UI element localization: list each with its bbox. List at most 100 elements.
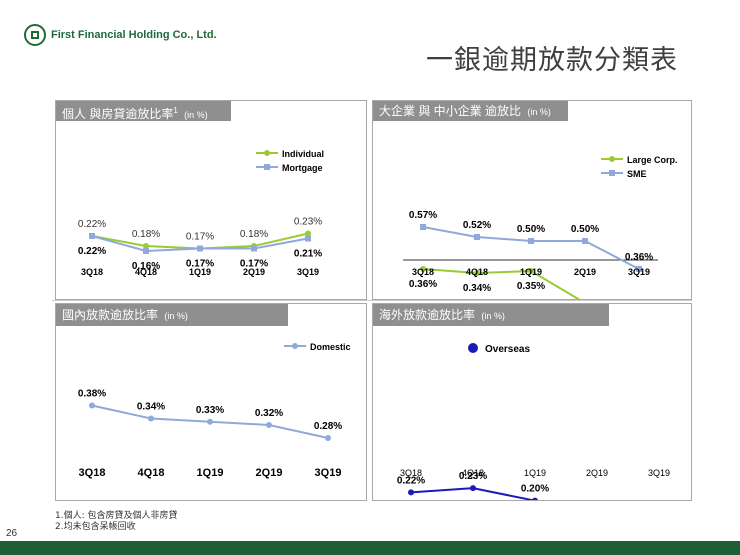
legend-marker-individual: [264, 150, 270, 156]
data-label: 0.33%: [196, 405, 224, 416]
data-label: 0.18%: [240, 229, 268, 240]
data-label: 0.36%: [625, 252, 653, 263]
data-label: 0.18%: [132, 229, 160, 240]
data-label: 0.22%: [78, 246, 106, 257]
data-point: [143, 248, 149, 254]
data-label: 0.34%: [463, 283, 491, 294]
panel-title: 國內放款逾放比率 (in %): [56, 304, 288, 326]
panel-title: 海外放款逾放比率 (in %): [373, 304, 609, 326]
chart-domestic: Domestic 0.38% 0.34% 0.33% 0.32% 0.28% 3Q18 4Q1…: [78, 342, 351, 479]
data-label: 0.22%: [397, 475, 425, 486]
panel-title-text: 大企業 與 中小企業 逾放比: [379, 104, 522, 118]
data-label: 0.57%: [409, 210, 437, 221]
panel-title: 個人 與房貸逾放比率1 (in %): [56, 101, 231, 121]
chart-overseas: Overseas0.22%0.23%0.20%0.14%0.16%3Q184Q1…: [397, 343, 670, 500]
data-label: 0.28%: [314, 421, 342, 432]
panel-title-text: 個人 與房貸逾放比率: [62, 107, 174, 121]
data-label: 0.32%: [255, 408, 283, 419]
data-label: 0.20%: [521, 484, 549, 495]
data-point: [528, 238, 534, 244]
x-tick-label: 4Q18: [466, 267, 488, 277]
data-label: 0.35%: [517, 281, 545, 292]
data-label: 0.21%: [294, 249, 322, 260]
data-label: 0.36%: [409, 279, 437, 290]
data-label: 0.52%: [463, 220, 491, 231]
data-point: [89, 402, 95, 409]
x-tick-label: 4Q18: [138, 467, 165, 479]
data-label: 0.50%: [571, 224, 599, 235]
data-point: [470, 485, 476, 492]
data-point: [528, 268, 534, 274]
data-label: 0.17%: [240, 259, 268, 270]
legend-marker-domestic: [292, 343, 298, 349]
x-tick-label: 3Q18: [412, 267, 434, 277]
footnote-2: 2.均未包含呆帳回收: [55, 522, 136, 532]
footnote-1: 1.個人: 包含房貸及個人非房貸: [55, 511, 178, 521]
logo-text: First Financial Holding Co., Ltd.: [51, 29, 217, 41]
x-tick-label: 3Q19: [315, 467, 342, 479]
x-tick-label: 1Q19: [197, 467, 224, 479]
panel-title-unit: (in %): [164, 311, 188, 321]
data-label: 0.34%: [137, 402, 165, 413]
data-label: 0.38%: [78, 389, 106, 400]
x-tick-label: 3Q19: [297, 267, 319, 277]
panel-title: 大企業 與 中小企業 逾放比 (in %): [373, 101, 568, 121]
panel-title-text: 國內放款逾放比率: [62, 308, 159, 322]
legend-marker-large-corp-: [609, 156, 615, 162]
data-point: [89, 233, 95, 239]
x-tick-label: 1Q19: [189, 267, 211, 277]
x-tick-label: 2Q19: [256, 467, 283, 479]
data-point: [143, 243, 149, 249]
legend-label: Large Corp.: [627, 155, 678, 165]
x-tick-label: 2Q19: [574, 267, 596, 277]
data-label: 0.22%: [78, 219, 106, 230]
data-point: [532, 497, 538, 500]
x-tick-label: 2Q19: [586, 468, 608, 478]
data-label: 0.16%: [132, 261, 160, 272]
data-point: [582, 238, 588, 244]
series-line-overseas: [410, 487, 537, 500]
data-point: [148, 415, 154, 422]
x-tick-label: 4Q18: [135, 267, 157, 277]
data-label: 0.23%: [294, 217, 322, 228]
data-label: 0.17%: [186, 259, 214, 270]
data-point: [474, 270, 480, 276]
data-label: 0.23%: [459, 471, 487, 482]
title-superscript: 1: [173, 106, 178, 115]
panel-corp-sme: 大企業 與 中小企業 逾放比 (in %) Large Corp. SME 0.36…: [372, 100, 692, 300]
data-point: [305, 230, 311, 237]
panel-title-unit: (in %): [184, 110, 208, 120]
data-label: 0.17%: [186, 232, 214, 243]
panel-individual-mortgage: 個人 與房貸逾放比率1 (in %) Individual Mortgage 0.2…: [55, 100, 367, 300]
x-tick-label: 2Q19: [243, 267, 265, 277]
data-point: [305, 235, 311, 242]
data-point: [636, 266, 642, 272]
data-point: [408, 489, 414, 496]
legend-label: Overseas: [485, 344, 530, 355]
x-tick-label: 1Q19: [524, 468, 546, 478]
panel-domestic: 國內放款逾放比率 (in %) Domestic 0.38% 0.34% 0.33% 0…: [55, 303, 367, 501]
legend-marker-sme: [609, 170, 615, 176]
page-number: 26: [6, 528, 18, 539]
legend-label: Mortgage: [282, 163, 323, 173]
legend-label: SME: [627, 169, 647, 179]
x-tick-label: 3Q18: [81, 267, 103, 277]
legend-marker-mortgage: [264, 164, 270, 170]
data-point: [251, 245, 257, 252]
legend-label: Individual: [282, 149, 324, 159]
x-tick-label: 3Q19: [628, 267, 650, 277]
bottom-brand-bar: [0, 541, 740, 555]
legend-label: Domestic: [310, 342, 351, 352]
panel-title-text: 海外放款逾放比率: [379, 308, 476, 322]
data-point: [325, 435, 331, 441]
panel-title-unit: (in %): [527, 107, 551, 117]
page-title: 一銀逾期放款分類表: [426, 45, 678, 76]
x-tick-label: 3Q18: [79, 467, 106, 479]
data-point: [197, 245, 203, 252]
company-logo: First Financial Holding Co., Ltd.: [24, 23, 217, 47]
panel-divider: [52, 300, 692, 301]
x-tick-label: 3Q18: [400, 468, 422, 478]
logo-mark-icon: [24, 24, 46, 46]
data-label: 0.50%: [517, 224, 545, 235]
data-point: [474, 234, 480, 240]
